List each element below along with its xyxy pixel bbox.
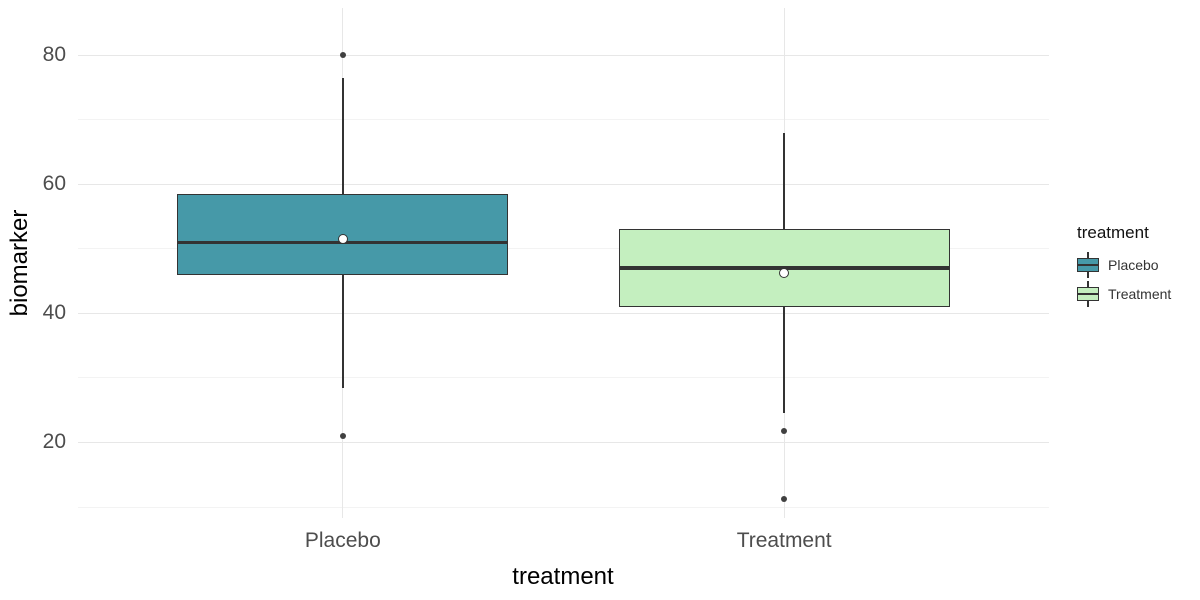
y-tick-label: 60 bbox=[42, 172, 66, 196]
y-axis-title: biomarker bbox=[6, 209, 33, 317]
mean-point bbox=[779, 267, 790, 278]
legend-items: Placebo Treatment bbox=[1077, 250, 1199, 309]
y-tick-label: 20 bbox=[42, 430, 66, 454]
gridline-major bbox=[78, 312, 1049, 314]
boxplot-key-icon bbox=[1077, 251, 1099, 278]
gridline-minor bbox=[78, 377, 1049, 379]
x-tick-label: Placebo bbox=[304, 529, 381, 552]
y-tick-label: 80 bbox=[42, 43, 66, 67]
gridline-minor bbox=[78, 248, 1049, 250]
gridline-minor bbox=[78, 506, 1049, 508]
outlier-point bbox=[339, 433, 346, 439]
legend-item: Treatment bbox=[1077, 280, 1199, 310]
legend-item: Placebo bbox=[1077, 250, 1199, 280]
x-axis-title: treatment bbox=[512, 563, 614, 590]
gridline-minor bbox=[78, 119, 1049, 121]
box-iqr bbox=[177, 193, 509, 275]
legend-item-label: Placebo bbox=[1108, 256, 1159, 273]
legend-item-label: Treatment bbox=[1108, 286, 1172, 303]
outlier-point bbox=[781, 496, 788, 503]
gridline-major bbox=[78, 183, 1049, 185]
legend: treatment Placebo Treatment bbox=[1077, 222, 1199, 309]
boxplot-key-icon bbox=[1077, 281, 1099, 308]
gridline-major bbox=[78, 441, 1049, 443]
gridline-major bbox=[78, 54, 1049, 56]
mean-point bbox=[337, 234, 348, 245]
legend-title: treatment bbox=[1077, 223, 1149, 242]
outlier-point bbox=[339, 52, 346, 59]
outlier-point bbox=[781, 428, 788, 435]
y-tick-label: 40 bbox=[42, 301, 66, 325]
x-tick-label: Treatment bbox=[736, 529, 832, 552]
